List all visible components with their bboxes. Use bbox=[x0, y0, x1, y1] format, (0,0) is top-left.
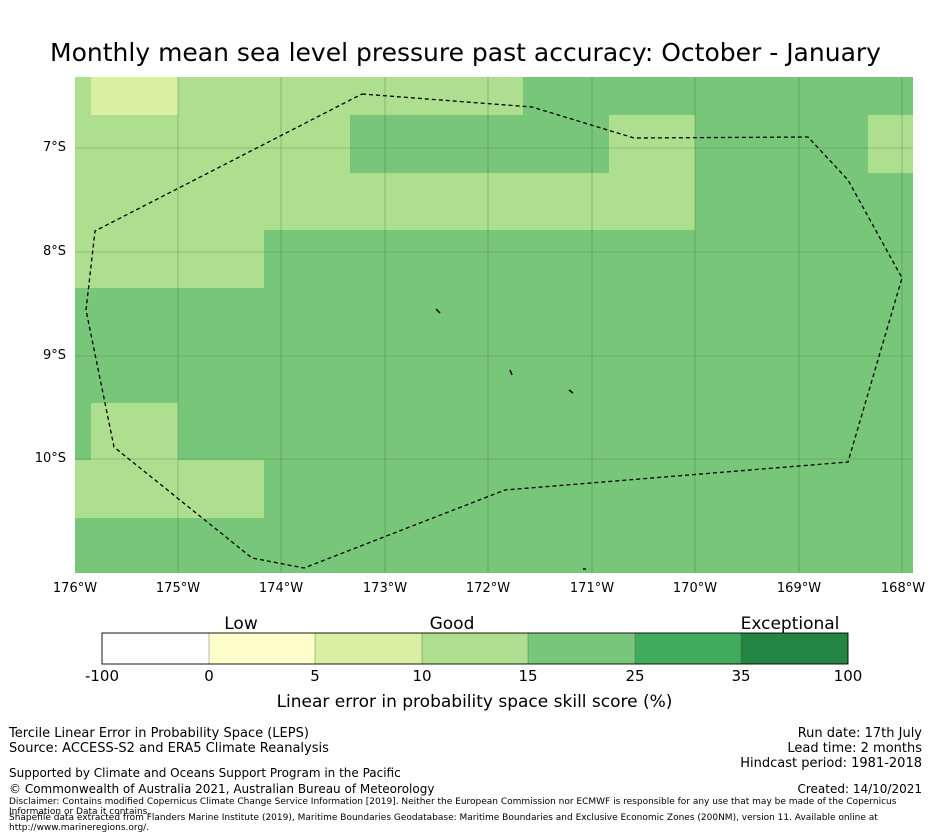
colorbar-tick: 15 bbox=[518, 667, 538, 685]
y-tick-label: 7°S bbox=[42, 140, 66, 155]
x-tick-label: 168°W bbox=[880, 581, 926, 596]
x-tick-label: 174°W bbox=[258, 581, 304, 596]
colorbar-segment bbox=[635, 633, 741, 664]
shapefile-credit: Shapefile data extracted from Flanders M… bbox=[9, 813, 878, 833]
colorbar-segment bbox=[528, 633, 635, 664]
colorbar-tick: 100 bbox=[833, 667, 863, 685]
source-text: Source: ACCESS-S2 and ERA5 Climate Reana… bbox=[9, 741, 329, 756]
created-date: Created: 14/10/2021 bbox=[797, 782, 922, 796]
colorbar-segment bbox=[741, 633, 848, 664]
map-cell bbox=[609, 115, 695, 173]
support-text: Supported by Climate and Oceans Support … bbox=[9, 766, 401, 780]
island bbox=[509, 369, 513, 376]
x-tick-label: 173°W bbox=[362, 581, 408, 596]
island bbox=[568, 389, 574, 394]
colorbar-tick: 10 bbox=[412, 667, 432, 685]
map-cells bbox=[75, 77, 913, 573]
map-cell bbox=[75, 115, 350, 173]
islands bbox=[435, 308, 586, 570]
skill-map bbox=[75, 77, 913, 573]
map-cell bbox=[75, 230, 264, 288]
method-text: Tercile Linear Error in Probability Spac… bbox=[9, 726, 309, 741]
island bbox=[435, 308, 441, 314]
colorbar-tick: -100 bbox=[84, 667, 120, 685]
chart-title: Monthly mean sea level pressure past acc… bbox=[50, 38, 881, 67]
colorbar-segment bbox=[209, 633, 315, 664]
x-tick-label: 176°W bbox=[52, 581, 98, 596]
y-tick-label: 10°S bbox=[34, 451, 66, 466]
colorbar-tick: 35 bbox=[731, 667, 751, 685]
colorbar-category-exceptional: Exceptional bbox=[740, 614, 840, 634]
x-tick-label: 170°W bbox=[672, 581, 718, 596]
disclaimer-text: Disclaimer: Contains modified Copernicus… bbox=[9, 797, 897, 817]
gridlines bbox=[75, 77, 913, 573]
x-tick-label: 169°W bbox=[776, 581, 822, 596]
x-tick-label: 171°W bbox=[569, 581, 615, 596]
run-date: Run date: 17th July bbox=[797, 726, 922, 741]
x-tick-label: 172°W bbox=[465, 581, 511, 596]
colorbar-segment bbox=[102, 633, 209, 664]
lead-time: Lead time: 2 months bbox=[787, 741, 922, 756]
colorbar bbox=[101, 632, 849, 665]
colorbar-segment bbox=[422, 633, 528, 664]
map-cell bbox=[91, 403, 178, 460]
map-cell bbox=[75, 460, 264, 518]
x-tick-label: 175°W bbox=[155, 581, 201, 596]
colorbar-tick: 0 bbox=[204, 667, 214, 685]
copyright-text: © Commonwealth of Australia 2021, Austra… bbox=[9, 782, 435, 796]
colorbar-category-low: Low bbox=[224, 614, 258, 634]
map-cell bbox=[868, 115, 913, 173]
y-tick-label: 9°S bbox=[42, 348, 66, 363]
colorbar-segment bbox=[315, 633, 422, 664]
colorbar-label: Linear error in probability space skill … bbox=[276, 692, 673, 712]
colorbar-tick: 5 bbox=[310, 667, 320, 685]
y-tick-label: 8°S bbox=[42, 244, 66, 259]
colorbar-tick: 25 bbox=[625, 667, 645, 685]
colorbar-category-good: Good bbox=[429, 614, 475, 634]
map-cell bbox=[91, 77, 178, 115]
hindcast-period: Hindcast period: 1981-2018 bbox=[740, 756, 922, 771]
